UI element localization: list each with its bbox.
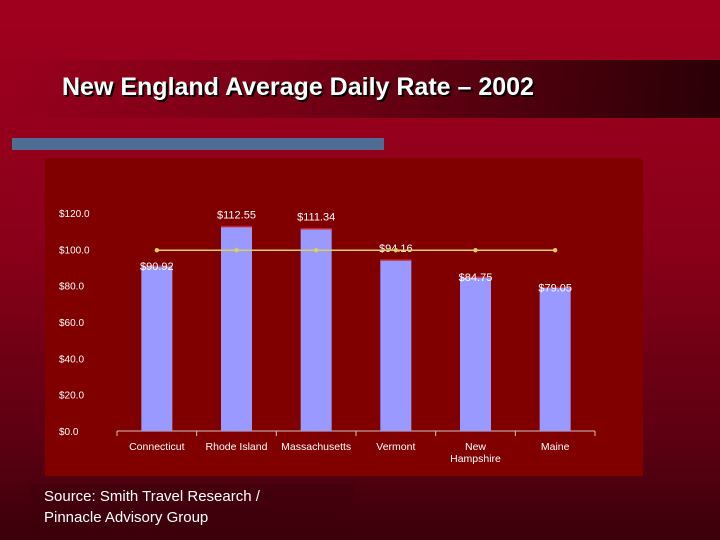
bar [539,287,571,431]
x-tick-label: New [465,441,486,453]
source-text: Source: Smith Travel Research / Pinnacle… [44,488,260,526]
x-tick-label: Vermont [376,441,415,453]
data-label: $112.55 [217,210,256,222]
chart-panel: $0.0 $20.0 $40.0 $60.0 $80.0 $100.0 $120.0 $90.… [45,158,643,476]
x-tick-label: Rhode Island [206,441,268,453]
data-label: $79.05 [538,282,572,294]
bar [221,226,252,431]
x-tick-label: Hampshire [450,453,501,465]
x-tick-label: Massachusetts [281,441,351,453]
line-point [393,248,399,253]
y-tick-label: $0.0 [59,427,79,438]
y-tick-label: $80.0 [59,282,84,293]
data-label: $90.92 [140,261,174,273]
y-tick-label: $100.0 [59,245,90,256]
x-tick-label: Connecticut [129,441,185,453]
title-band [0,60,720,118]
accent-bar [12,138,384,150]
source-box [30,484,354,540]
bar [141,265,173,431]
y-tick-label: $40.0 [59,354,84,365]
bar [460,277,491,431]
line-point [473,248,478,253]
bar [300,228,332,431]
data-label: $84.75 [459,272,493,284]
line-point [552,248,558,253]
y-tick-label: $120.0 [59,209,90,220]
bar [380,259,412,431]
y-tick-label: $60.0 [59,318,84,329]
x-tick-label: Maine [541,441,570,453]
line-point [234,248,239,253]
line-point [313,248,319,253]
line-point [154,248,160,253]
slide-title: New England Average Daily Rate – 2002 [62,73,534,101]
data-label: $111.34 [297,212,335,224]
y-tick-label: $20.0 [59,391,84,402]
bar-chart: $0.0 $20.0 $40.0 $60.0 $80.0 $100.0 $120.0 $90.… [59,209,596,465]
